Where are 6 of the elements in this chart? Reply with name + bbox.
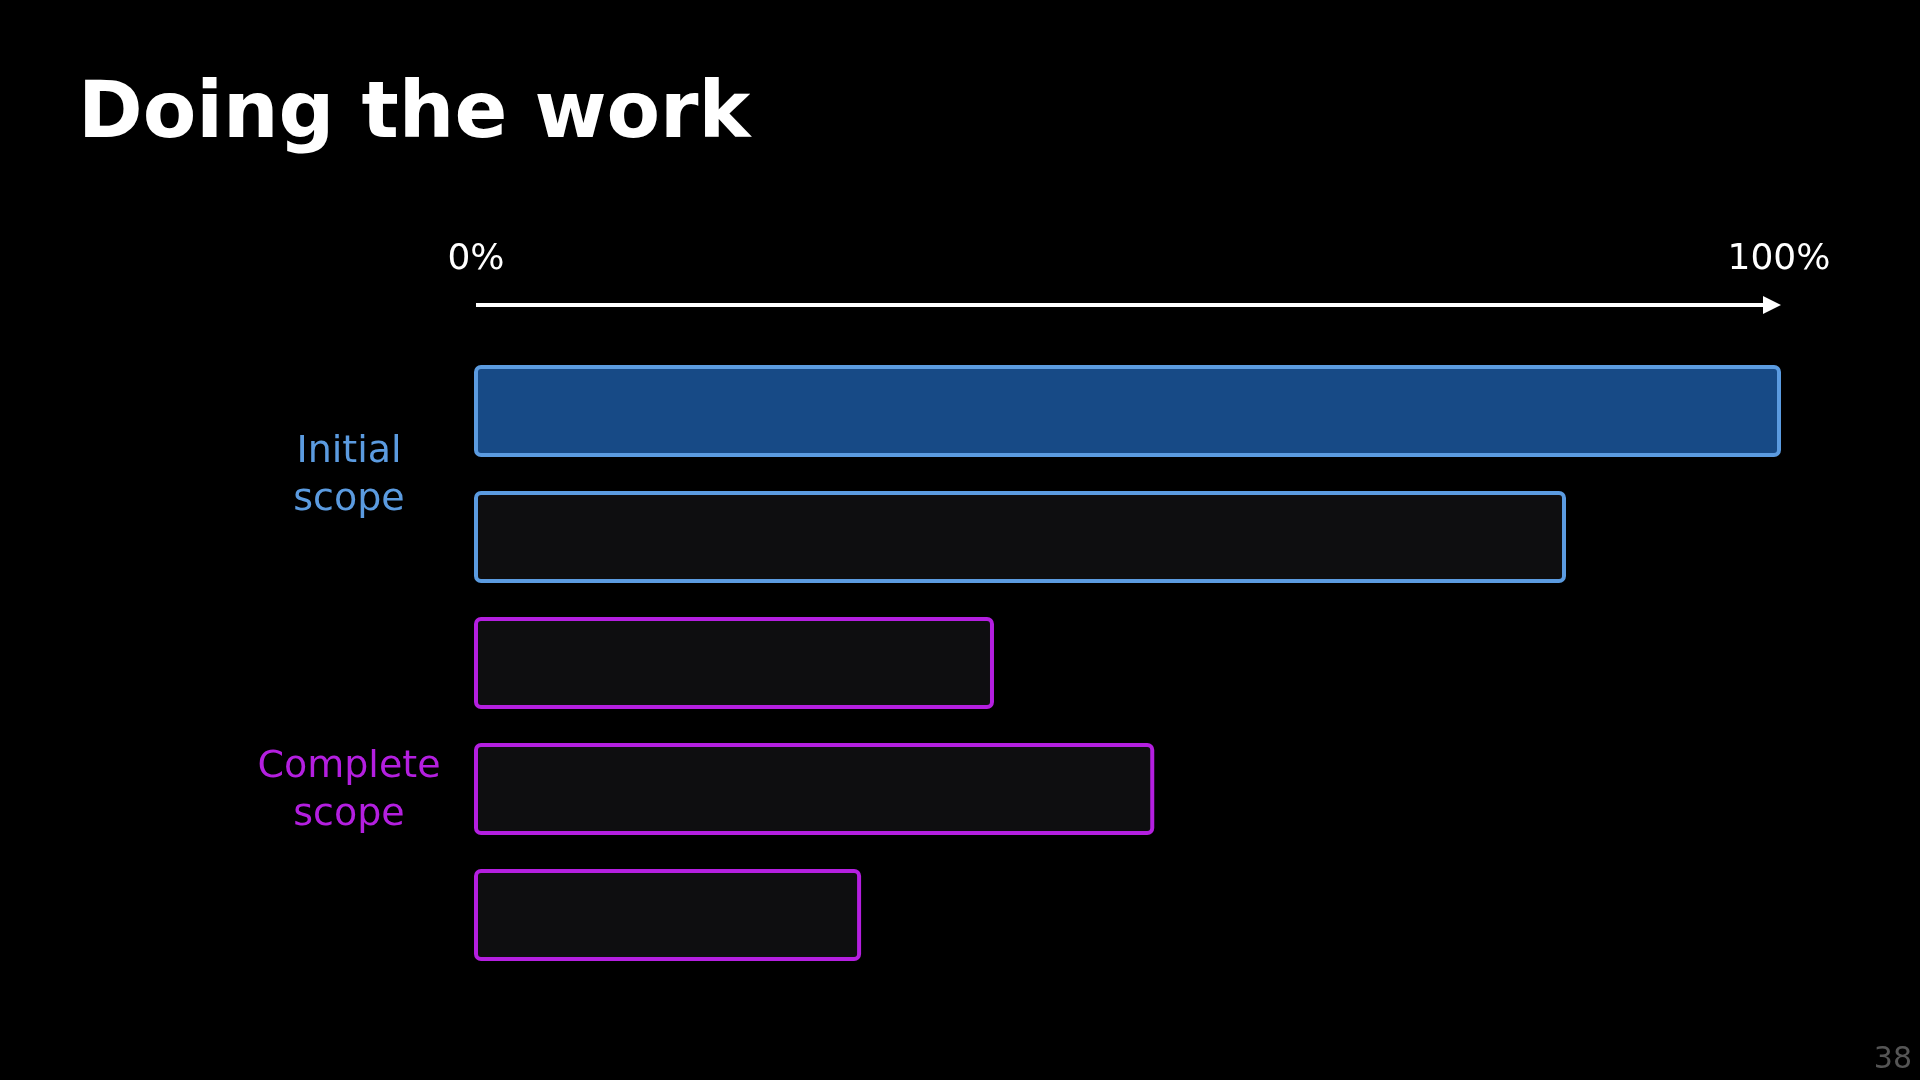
chart-title: Doing the work bbox=[78, 65, 753, 155]
text: 38 bbox=[1873, 1040, 1912, 1075]
text: Complete scope bbox=[257, 742, 441, 834]
text: Initial scope bbox=[293, 427, 405, 519]
x-tick-label: 0% bbox=[447, 236, 505, 277]
x-tick-label: 100% bbox=[1727, 236, 1831, 277]
